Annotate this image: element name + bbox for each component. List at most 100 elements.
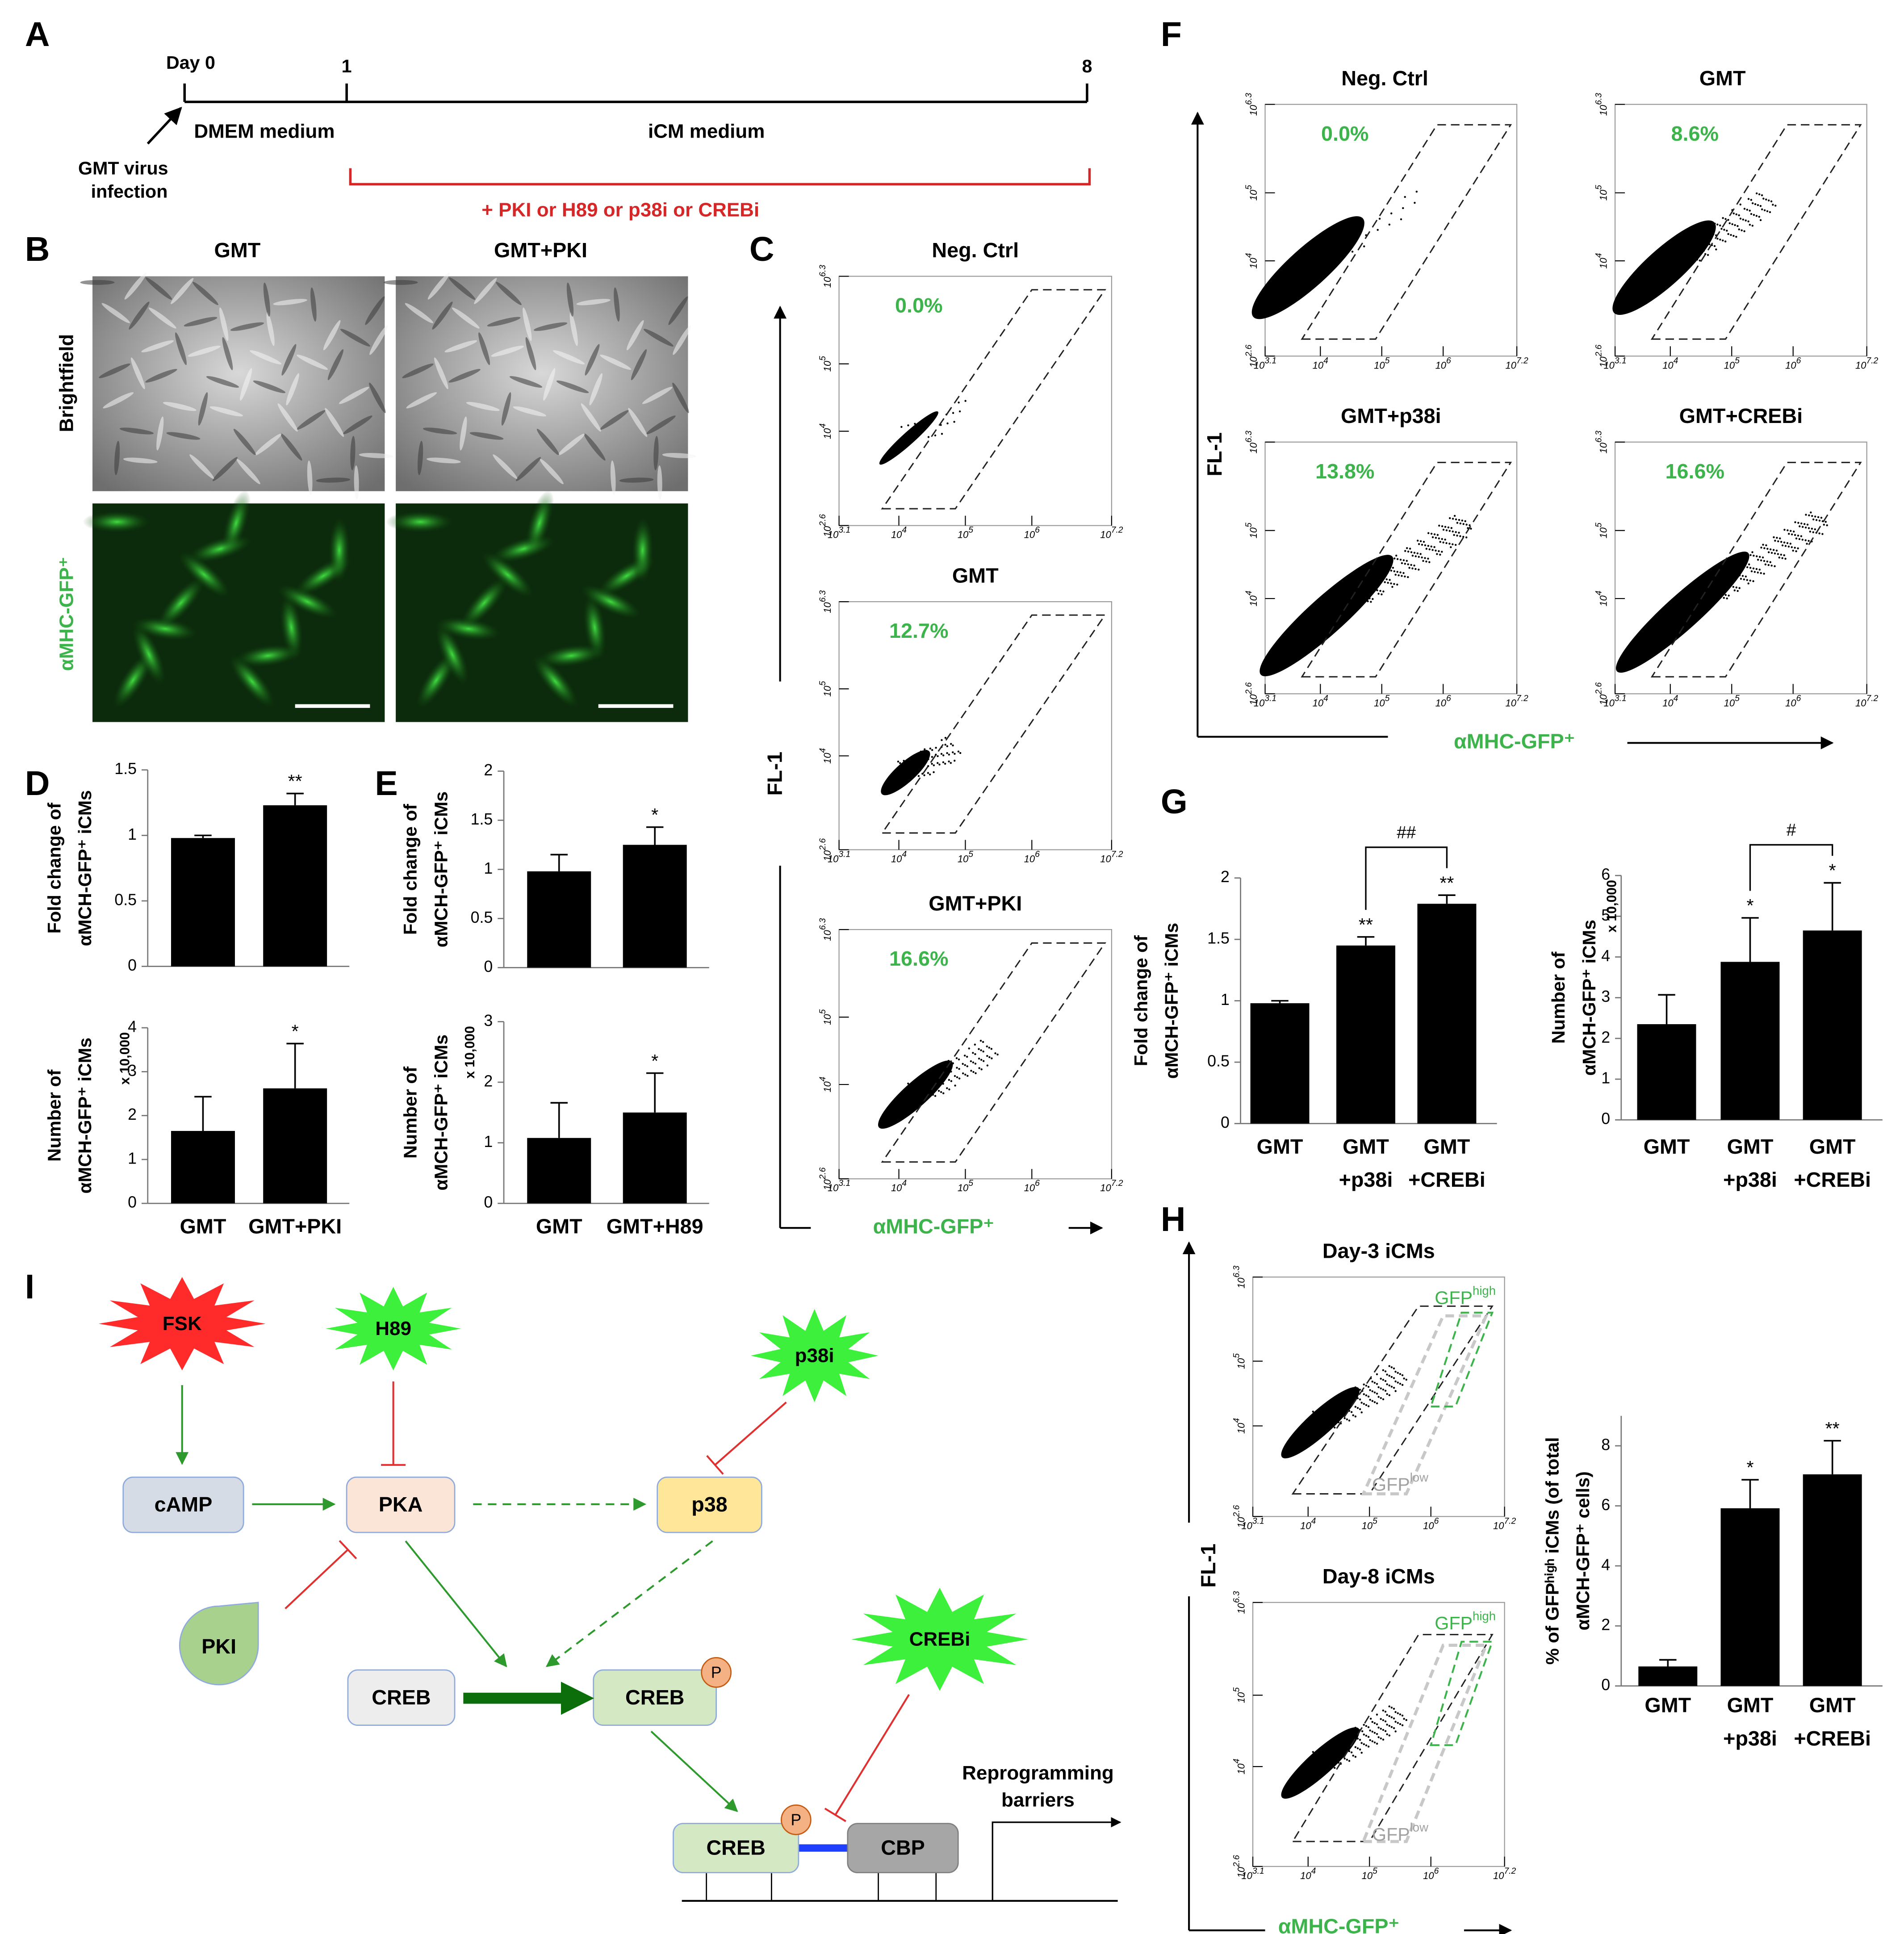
cell-cloud	[1615, 552, 1749, 673]
cell-dot	[958, 1077, 961, 1080]
x-tick-label: GMT+PKI	[248, 1215, 342, 1238]
cell-dot	[1686, 238, 1689, 241]
cell-texture	[255, 433, 282, 456]
cell-dot	[1403, 1718, 1405, 1720]
cell-dot	[1795, 550, 1797, 553]
cell-texture	[405, 303, 434, 323]
cell-dot	[1407, 576, 1409, 578]
cell-dot	[1731, 582, 1733, 585]
error-bar	[194, 834, 212, 838]
cell-dot	[1694, 594, 1696, 597]
cell-dot	[920, 1101, 922, 1104]
cell-dot	[1392, 566, 1394, 569]
flow-y-tick-label: 106.3	[1232, 1265, 1247, 1289]
cell-dot	[1683, 602, 1686, 604]
gate	[1291, 1634, 1494, 1842]
cell-dot	[1705, 228, 1708, 230]
cell-dot	[1775, 549, 1778, 552]
treatment-bracket	[349, 168, 1091, 186]
cell-dot	[1401, 1724, 1404, 1726]
tick-base: 10	[1254, 360, 1265, 371]
tick-exponent: 6	[1035, 850, 1040, 859]
flow-x-tick-label: 104	[1662, 694, 1678, 708]
tick-base: 10	[1362, 1520, 1373, 1531]
tick-base: 10	[1235, 1358, 1247, 1369]
flow-y-tick-label: 105	[1232, 1687, 1247, 1703]
cell-dot	[1750, 213, 1753, 215]
y-tick-label: 4	[128, 1018, 137, 1036]
flow-x-tick-label: 105	[1724, 356, 1740, 371]
cell-dot	[1766, 210, 1769, 213]
cell-dot	[1767, 564, 1770, 566]
cell-dot	[1388, 1725, 1390, 1727]
label: + PKI or H89 or p38i or CREBi	[481, 199, 759, 221]
cell-dot	[1712, 233, 1715, 235]
cell-texture	[628, 408, 648, 437]
label: αMHC-GFP⁺	[1278, 1915, 1399, 1934]
cell-dot	[1762, 544, 1764, 546]
flow-y-tick-label: 104	[818, 423, 833, 439]
cell-dot	[1394, 1711, 1397, 1713]
pki-label: PKI	[201, 1635, 236, 1658]
cell-dot	[1312, 1751, 1314, 1753]
cell-dot	[1344, 586, 1347, 588]
y-tick-label: 1	[1601, 1069, 1610, 1087]
cell-dot	[1673, 264, 1675, 267]
tick-exponent: 4	[1244, 253, 1254, 258]
tick-base: 10	[1724, 697, 1735, 708]
cell-dot	[1346, 1418, 1348, 1421]
flow-x-tick-label: 106	[1024, 1179, 1040, 1193]
cell-dot	[1336, 1408, 1338, 1411]
cell-dot	[914, 423, 916, 425]
cbp-label: CBP	[881, 1836, 925, 1859]
cell-dot	[1351, 251, 1354, 253]
phospho-label: P	[711, 1664, 722, 1682]
cell-dot	[1365, 1734, 1368, 1737]
flow-y-tick-label: 105	[818, 356, 833, 372]
cell-dot	[1352, 1754, 1354, 1757]
cell-dot	[929, 773, 931, 776]
cell-dot	[1342, 1394, 1344, 1397]
cell-dot	[1698, 611, 1701, 613]
significance: *	[651, 804, 658, 825]
cell-dot	[936, 1077, 938, 1079]
gfp-cell	[228, 654, 276, 709]
cell-dot	[958, 401, 960, 404]
cell-dot	[1406, 560, 1408, 562]
cell-dot	[1363, 1743, 1365, 1746]
cell-dot	[1359, 595, 1362, 598]
tick-exponent: 2.6	[818, 1167, 828, 1180]
cell-dot	[1346, 1399, 1348, 1401]
cell-dot	[1720, 228, 1723, 230]
cell-dot	[1713, 245, 1716, 247]
cell-dot	[1360, 1751, 1363, 1754]
cell-cloud	[879, 411, 938, 465]
cell-dot	[1359, 1398, 1361, 1401]
cell-dot	[1322, 1419, 1325, 1421]
cell-dot	[1398, 574, 1400, 577]
cell-dot	[1372, 598, 1374, 600]
flow-y-tick-label: 104	[1594, 590, 1609, 606]
x-tick-label: GMT	[1257, 1135, 1303, 1158]
cell-dot	[1431, 549, 1434, 551]
x-tick-label: +p38i	[1723, 1168, 1777, 1191]
cell-dot	[1797, 522, 1799, 524]
cell-dot	[1386, 1373, 1388, 1376]
cell-texture	[427, 272, 450, 300]
tick-base: 10	[1362, 1870, 1373, 1881]
y-axis-label: αMCH-GFP⁺ iCMs	[431, 791, 451, 947]
cell-dot	[1719, 224, 1721, 226]
cell-dot	[1778, 557, 1780, 559]
cell-texture	[581, 403, 601, 432]
panel-label: A	[25, 15, 50, 54]
cell-dot	[925, 749, 928, 752]
cell-dot	[1358, 579, 1360, 582]
cell-dot	[907, 424, 909, 427]
cell-dot	[1749, 554, 1752, 556]
significance: *	[1746, 895, 1753, 916]
cell-dot	[1757, 559, 1759, 561]
cell-dot	[1693, 591, 1695, 593]
flow-x-tick-label: 107.2	[1855, 356, 1879, 371]
cell-dot	[1801, 539, 1804, 541]
